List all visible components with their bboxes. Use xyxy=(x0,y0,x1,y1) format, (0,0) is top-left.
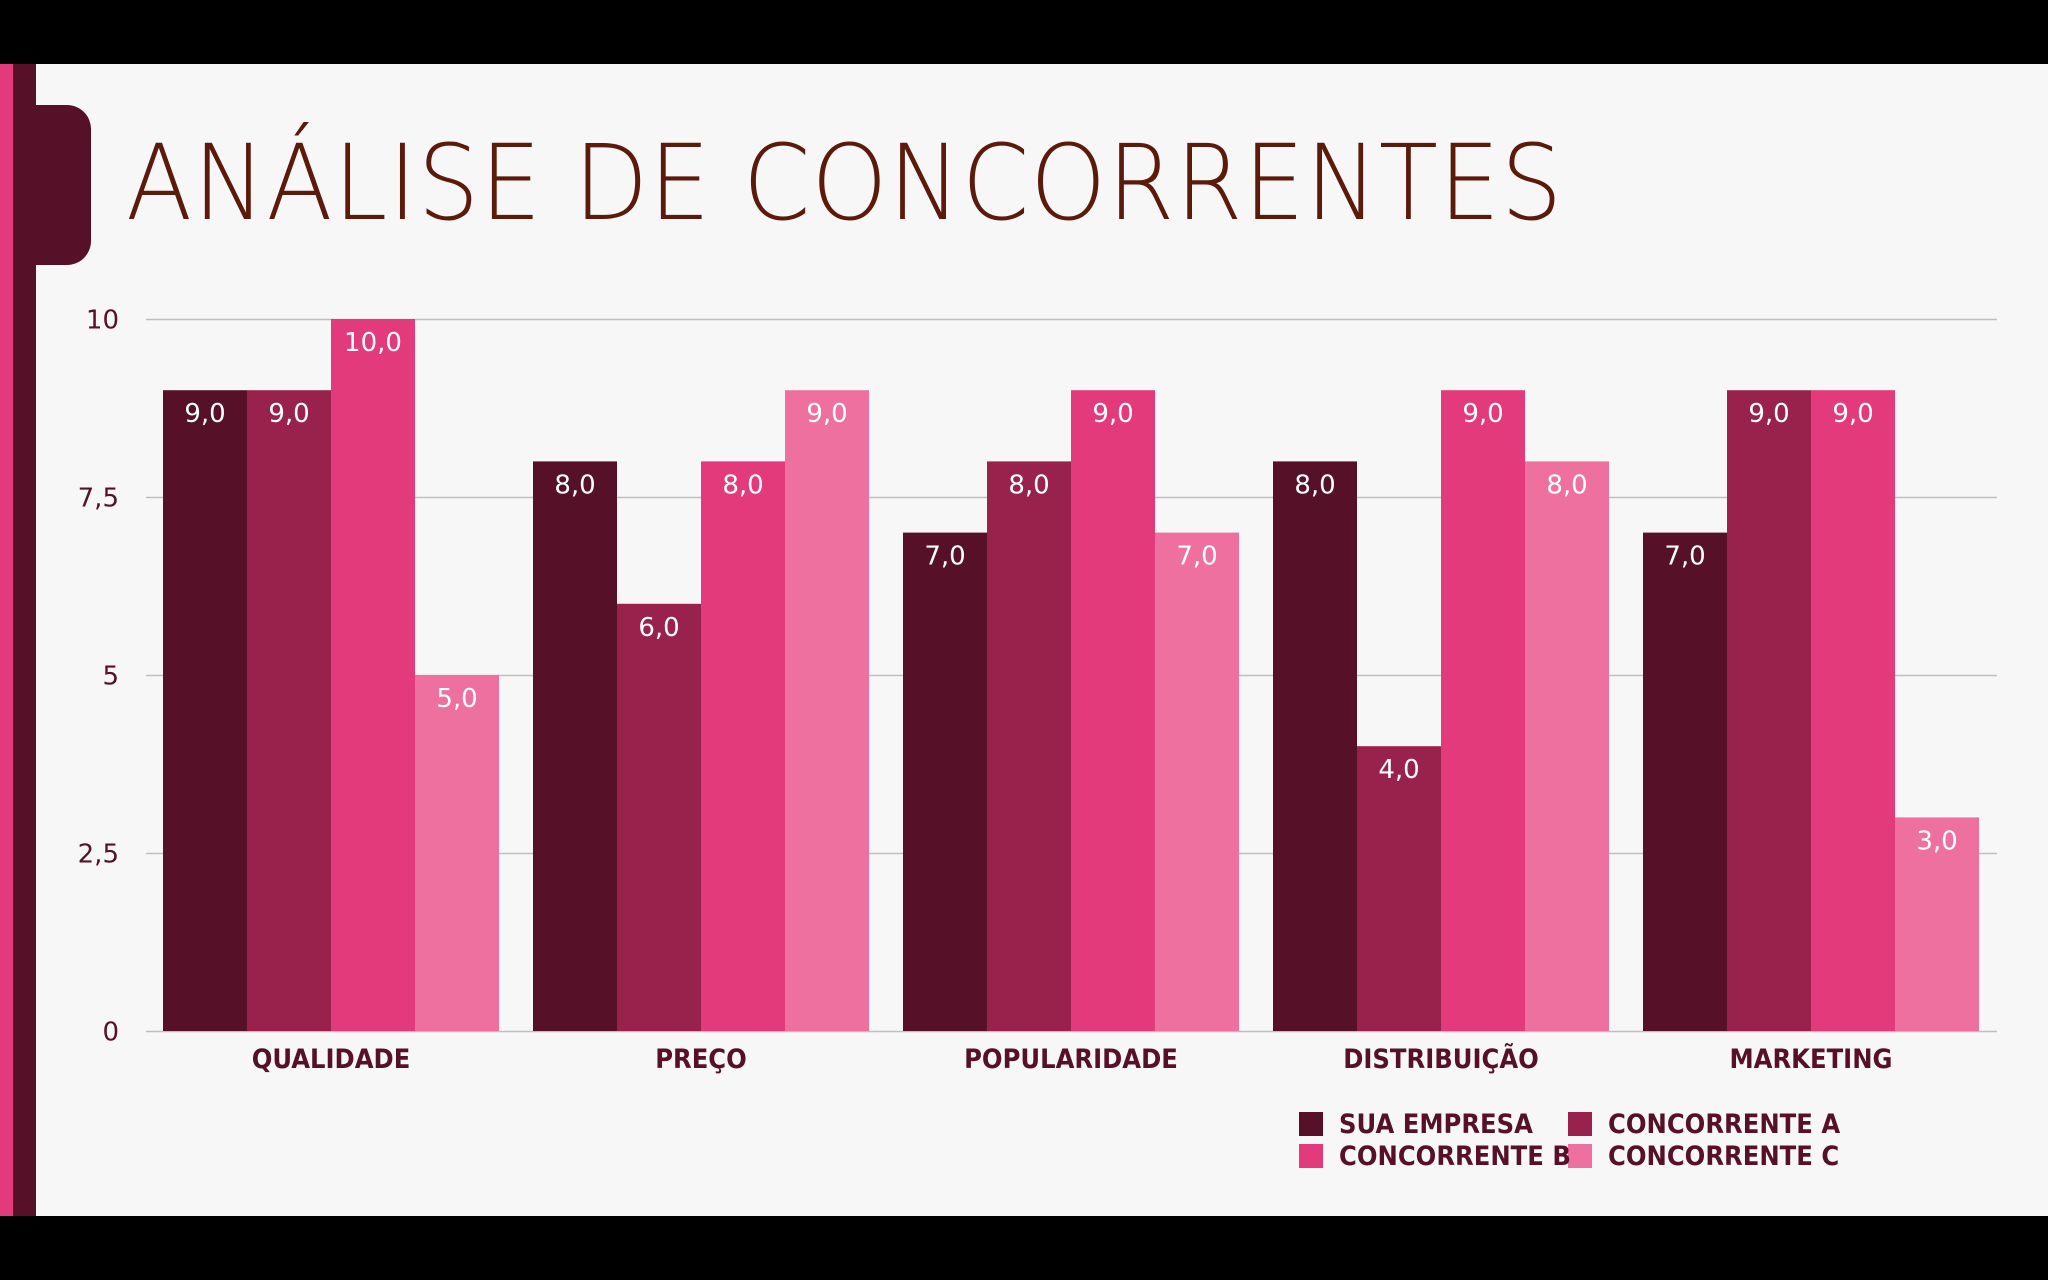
data-label: 7,0 xyxy=(1176,542,1217,572)
data-label: 8,0 xyxy=(722,470,763,500)
accent-strip-pink xyxy=(0,64,13,1216)
x-category-label: DISTRIBUIÇÃO xyxy=(1343,1043,1539,1075)
y-tick-label: 7,5 xyxy=(78,484,119,514)
bar xyxy=(415,675,499,1031)
legend-swatch xyxy=(1299,1112,1323,1136)
chart-legend: SUA EMPRESA CONCORRENTE A CONCORRENTE B CON… xyxy=(1299,1108,1939,1172)
bar-chart: 0 2,5 5 7,5 10 9,0 9,0 10,0 5,0 8,0 6,0 8,0 9,0 7,0 8… xyxy=(78,306,1997,1075)
legend-swatch xyxy=(1568,1144,1592,1168)
bar xyxy=(163,390,247,1031)
bar xyxy=(903,532,987,1031)
bar xyxy=(617,603,701,1031)
y-tick-label: 0 xyxy=(102,1018,119,1048)
data-label: 5,0 xyxy=(436,684,477,714)
data-label: 7,0 xyxy=(924,542,965,572)
data-label: 9,0 xyxy=(184,399,225,429)
data-label: 9,0 xyxy=(1092,399,1133,429)
bar xyxy=(1727,390,1811,1031)
title-accent-tab xyxy=(36,105,91,265)
data-labels: 9,0 9,0 10,0 5,0 8,0 6,0 8,0 9,0 7,0 8,0 9,0 7,0 8,0… xyxy=(184,328,1957,856)
bar xyxy=(1895,817,1979,1031)
bar xyxy=(1525,461,1609,1031)
data-label: 4,0 xyxy=(1378,755,1419,785)
data-label: 6,0 xyxy=(638,613,679,643)
y-tick-label: 5 xyxy=(102,662,119,692)
data-label: 9,0 xyxy=(268,399,309,429)
x-category-label: QUALIDADE xyxy=(252,1044,411,1075)
data-label: 7,0 xyxy=(1664,542,1705,572)
data-label: 3,0 xyxy=(1916,826,1957,856)
bar xyxy=(1441,390,1525,1031)
bar xyxy=(987,461,1071,1031)
y-axis-ticks: 0 2,5 5 7,5 10 xyxy=(78,306,119,1048)
legend-item: CONCORRENTE A xyxy=(1568,1108,1908,1140)
data-label: 8,0 xyxy=(554,470,595,500)
x-category-label: POPULARIDADE xyxy=(964,1044,1178,1075)
bar xyxy=(701,461,785,1031)
legend-item: CONCORRENTE B xyxy=(1299,1140,1571,1172)
bar xyxy=(1155,532,1239,1031)
bar xyxy=(785,390,869,1031)
bars xyxy=(163,319,1979,1031)
data-label: 9,0 xyxy=(1832,399,1873,429)
accent-strip-dark xyxy=(13,64,36,1216)
legend-label: SUA EMPRESA xyxy=(1339,1108,1533,1140)
bar xyxy=(331,319,415,1031)
legend-label: CONCORRENTE B xyxy=(1339,1140,1571,1172)
legend-item: CONCORRENTE C xyxy=(1568,1140,1908,1172)
x-axis-categories: QUALIDADE PREÇO POPULARIDADE DISTRIBUIÇÃO MA… xyxy=(252,1043,1893,1075)
data-label: 9,0 xyxy=(806,399,847,429)
legend-label: CONCORRENTE A xyxy=(1608,1108,1841,1140)
bar xyxy=(1071,390,1155,1031)
y-tick-label: 2,5 xyxy=(78,840,119,870)
bar xyxy=(1643,532,1727,1031)
bar xyxy=(1811,390,1895,1031)
x-category-label: PREÇO xyxy=(655,1044,747,1075)
bar xyxy=(1357,746,1441,1031)
data-label: 8,0 xyxy=(1294,470,1335,500)
legend-swatch xyxy=(1568,1112,1592,1136)
y-tick-label: 10 xyxy=(86,306,119,336)
data-label: 10,0 xyxy=(344,328,402,358)
data-label: 8,0 xyxy=(1008,470,1049,500)
slide: ANÁLISE DE CONCORRENTES 0 2,5 5 7,5 10 9,0 9,… xyxy=(0,64,2048,1216)
data-label: 9,0 xyxy=(1462,399,1503,429)
legend-label: CONCORRENTE C xyxy=(1608,1140,1840,1172)
data-label: 9,0 xyxy=(1748,399,1789,429)
data-label: 8,0 xyxy=(1546,470,1587,500)
bar xyxy=(247,390,331,1031)
legend-swatch xyxy=(1299,1144,1323,1168)
legend-item: SUA EMPRESA xyxy=(1299,1108,1568,1140)
x-category-label: MARKETING xyxy=(1730,1044,1893,1075)
bar xyxy=(1273,461,1357,1031)
bar xyxy=(533,461,617,1031)
slide-title: ANÁLISE DE CONCORRENTES xyxy=(126,122,1564,244)
